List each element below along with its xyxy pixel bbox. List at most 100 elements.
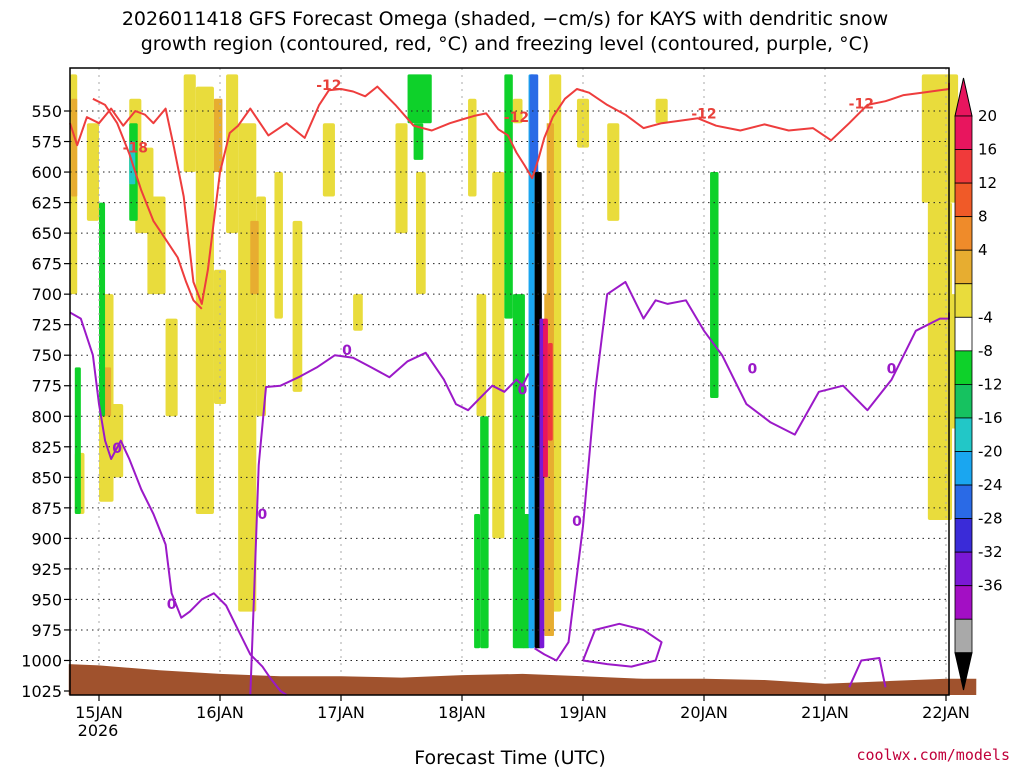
x-tick-label: 16JAN — [196, 703, 244, 722]
y-tick-label: 600 — [31, 163, 62, 182]
colorbar: 20 16 12 8 4 -4 -8 -12 -16 -20 -24 -28 -32 -36 — [954, 77, 1003, 691]
omega-up-streak — [655, 98, 668, 124]
omega-up-streak — [468, 98, 477, 197]
colorbar-tick-label: -16 — [978, 409, 1003, 427]
snow-growth-label: -12 — [691, 106, 716, 122]
y-tick-label: 550 — [31, 102, 62, 121]
colorbar-swatch — [954, 283, 973, 318]
y-tick-label: 800 — [31, 407, 62, 426]
colorbar-swatch — [954, 249, 973, 285]
colorbar-tick-label: 20 — [978, 107, 997, 125]
colorbar-swatch — [954, 417, 973, 452]
y-tick-label: 850 — [31, 468, 62, 487]
omega-up-streak — [492, 172, 505, 539]
x-axis: 15JAN 16JAN 17JAN 18JAN 19JAN 20JAN 21JAN 22JAN — [75, 695, 970, 722]
freezing-level-contour-a — [69, 311, 288, 696]
omega-up-streak — [921, 74, 959, 203]
snow-growth-label: -12 — [504, 110, 529, 126]
y-tick-label: 625 — [31, 194, 62, 213]
omega-down — [413, 123, 424, 160]
omega-core-white — [541, 74, 547, 295]
omega-up-strong — [250, 220, 259, 295]
colorbar-swatch — [954, 316, 973, 352]
freezing-level-loop-east — [848, 657, 887, 688]
snow-growth-label: -12 — [316, 78, 341, 94]
plot-frame — [69, 67, 950, 696]
y-tick-label: 575 — [31, 133, 62, 152]
y-tick-label: 825 — [31, 438, 62, 457]
omega-up-streak — [226, 74, 239, 234]
omega-up-streak — [213, 269, 227, 405]
y-tick-label: 950 — [31, 590, 62, 609]
x-tick-label: 20JAN — [680, 703, 728, 722]
chart-title-line-1: 2026011418 GFS Forecast Omega (shaded, −… — [122, 8, 888, 30]
y-tick-label: 900 — [31, 529, 62, 548]
freezing-level-contour-c — [534, 280, 950, 662]
omega-down — [99, 202, 106, 417]
terrain-layer — [68, 664, 977, 695]
freezing-level-label: 0 — [257, 507, 267, 523]
colorbar-tick-label: -20 — [978, 443, 1003, 461]
omega-up-streak — [147, 196, 166, 295]
omega-up-streak — [195, 86, 214, 514]
omega-up-streak — [165, 318, 178, 417]
omega-down — [522, 513, 530, 649]
freezing-level-label: 0 — [887, 362, 897, 378]
y-tick-label: 925 — [31, 560, 62, 579]
y-tick-label: 750 — [31, 346, 62, 365]
colorbar-tick-label: 16 — [978, 141, 997, 159]
freezing-level-label: 0 — [572, 514, 582, 530]
credit-text: coolwx.com/models — [856, 746, 1010, 764]
freezing-level-label: 0 — [167, 597, 177, 613]
snow-growth-label: -12 — [849, 97, 874, 113]
y-tick-label: 875 — [31, 499, 62, 518]
omega-up-streak — [292, 220, 303, 392]
omega-down — [407, 74, 432, 124]
omega-core-magenta — [543, 318, 548, 478]
colorbar-swatch — [954, 451, 973, 486]
snow-growth-contour-minus18 — [92, 97, 203, 310]
y-tick-label: 775 — [31, 377, 62, 396]
omega-up-strong — [71, 98, 78, 197]
freezing-level-label: 0 — [748, 362, 758, 378]
snow-growth-label: -18 — [123, 141, 148, 157]
omega-down — [474, 513, 481, 649]
omega-up-streak — [353, 294, 363, 331]
freezing-level-label: 0 — [342, 343, 352, 359]
colorbar-swatch — [954, 350, 973, 385]
colorbar-swatch — [954, 182, 973, 218]
x-axis-year: 2026 — [78, 721, 119, 740]
omega-down — [512, 294, 525, 649]
y-tick-label: 1000 — [21, 651, 62, 670]
colorbar-swatch — [954, 618, 973, 654]
freezing-level-loop — [582, 622, 663, 668]
colorbar-swatch — [954, 551, 973, 587]
terrain-surface — [68, 664, 977, 695]
colorbar-swatch — [954, 383, 973, 419]
colorbar-tick-label: -36 — [978, 577, 1003, 595]
colorbar-tick-label: 12 — [978, 174, 997, 192]
omega-up-streak — [576, 98, 590, 148]
colorbar-swatch — [954, 216, 973, 251]
y-axis: 550 575 600 625 650 675 700 725 750 775 800 825 850 8… — [21, 102, 70, 701]
omega-core-edge — [528, 74, 535, 649]
omega-down — [74, 367, 81, 514]
omega-up-streak — [512, 98, 523, 124]
freezing-level-label: 0 — [518, 382, 528, 398]
colorbar-swatch — [954, 585, 973, 620]
omega-up-streak — [274, 172, 283, 319]
y-tick-label: 1025 — [21, 682, 62, 701]
colorbar-tick-label: -28 — [978, 510, 1003, 528]
x-tick-label: 21JAN — [801, 703, 849, 722]
freezing-level-label: 0 — [112, 441, 122, 457]
colorbar-tick-label: -4 — [978, 308, 993, 326]
colorbar-swatch — [954, 484, 973, 519]
x-tick-label: 15JAN — [75, 703, 123, 722]
snow-growth-contour-minus12 — [69, 82, 950, 305]
y-tick-label: 650 — [31, 224, 62, 243]
omega-core-red — [547, 343, 553, 441]
colorbar-tick-label: 8 — [978, 208, 988, 226]
omega-up-strong — [213, 98, 223, 173]
x-tick-label: 17JAN — [317, 703, 365, 722]
